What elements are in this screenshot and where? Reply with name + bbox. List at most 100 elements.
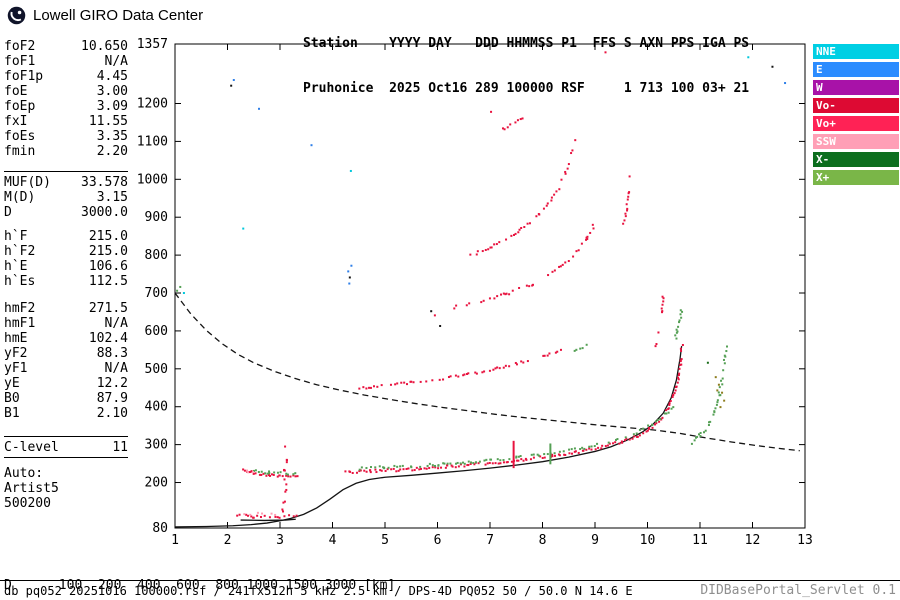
muf-table: D 100 200 400 600 800 1000 1500 3000 [km… — [4, 551, 403, 600]
y-tick-label: 1357 — [137, 37, 168, 52]
param-label: foEs — [4, 129, 36, 144]
param-label: foF1p — [4, 69, 44, 84]
x-tick-label: 2 — [224, 533, 232, 548]
param-C-level: C-level 11 — [4, 440, 128, 455]
param-MUF(D): MUF(D) 33.578 — [4, 175, 128, 190]
param-h`F2: h`F2 215.0 — [4, 244, 128, 259]
param-D: D 3000.0 — [4, 205, 128, 220]
param-value: 3.00 — [96, 84, 128, 99]
separator — [4, 436, 128, 437]
station-header-line1: Station YYYY DAY DDD HHMMSS P1 FFS S AXN… — [303, 36, 750, 51]
param-label: yF1 — [4, 361, 28, 376]
x-tick-label: 4 — [329, 533, 337, 548]
spacer — [4, 421, 128, 434]
param-value: 106.6 — [88, 259, 128, 274]
x-tick-label: 11 — [692, 533, 708, 548]
x-tick-label: 13 — [797, 533, 813, 548]
axes: 1357120011001000900800700600500400300200… — [137, 37, 813, 548]
param-label: fxI — [4, 114, 28, 129]
param-value: 87.9 — [96, 391, 128, 406]
series-artist-profile — [174, 345, 683, 528]
param-value: 3.35 — [96, 129, 128, 144]
param-hmF1: hmF1 N/A — [4, 316, 128, 331]
y-tick-label: 1100 — [137, 134, 168, 149]
y-tick-label: 80 — [152, 521, 168, 536]
separator — [4, 171, 128, 172]
y-tick-label: 300 — [145, 438, 168, 453]
param-value: 3.09 — [96, 99, 128, 114]
param-value: N/A — [104, 361, 128, 376]
param-label: h`Es — [4, 274, 36, 289]
x-tick-label: 7 — [486, 533, 494, 548]
series-noise-specks — [176, 51, 787, 409]
param-label: hmE — [4, 331, 28, 346]
legend-item-X-: X- — [813, 152, 899, 167]
legend-item-Vo-: Vo- — [813, 98, 899, 113]
d-distance-row: D 100 200 400 600 800 1000 1500 3000 [km… — [4, 578, 396, 593]
param-value: 102.4 — [88, 331, 128, 346]
param-label: foE — [4, 84, 28, 99]
legend-item-W: W — [813, 80, 899, 95]
x-tick-label: 10 — [640, 533, 656, 548]
footer-divider — [0, 580, 900, 581]
param-label: C-level — [4, 440, 59, 455]
param-fxI: fxI 11.55 — [4, 114, 128, 129]
param-value: 2.10 — [96, 406, 128, 421]
param-foF1: foF1 N/A — [4, 54, 128, 69]
brand: Lowell GIRO Data Center — [6, 5, 203, 26]
y-tick-label: 900 — [145, 210, 168, 225]
parameter-panel: foF2 10.650 foF1 N/A foF1p 4.45 foE 3.00 foEp 3.0… — [4, 39, 128, 511]
param-foF2: foF2 10.650 — [4, 39, 128, 54]
x-tick-label: 8 — [539, 533, 547, 548]
info-text: Artist5 — [4, 481, 59, 496]
series-es-trace — [236, 513, 298, 519]
info-text: 500200 — [4, 496, 51, 511]
param-value: 215.0 — [88, 244, 128, 259]
y-tick-label: 500 — [145, 362, 168, 377]
param-B1: B1 2.10 — [4, 406, 128, 421]
servlet-version: DIDBasePortal_Servlet 0.1 — [700, 583, 896, 598]
param-value: 4.45 — [96, 69, 128, 84]
series-fourth-hop-o — [469, 117, 577, 256]
param-label: hmF2 — [4, 301, 36, 316]
param-value: 11 — [112, 440, 128, 455]
spacer — [4, 159, 128, 169]
series-muf-transmission-curve — [174, 292, 800, 452]
series-third-hop-o — [453, 175, 631, 310]
legend-item-SSW: SSW — [813, 134, 899, 149]
param-value: 33.578 — [81, 175, 128, 190]
param-yE: yE 12.2 — [4, 376, 128, 391]
param-fmin: fmin 2.20 — [4, 144, 128, 159]
param-h`E: h`E 106.6 — [4, 259, 128, 274]
param-value: 271.5 — [88, 301, 128, 316]
y-tick-label: 800 — [145, 248, 168, 263]
x-tick-label: 5 — [381, 533, 389, 548]
x-tick-label: 6 — [434, 533, 442, 548]
separator — [4, 457, 128, 458]
legend-item-X+: X+ — [813, 170, 899, 185]
param-foE: foE 3.00 — [4, 84, 128, 99]
direction-legend: NNE E W Vo- Vo+ SSW X- X+ — [813, 44, 899, 188]
info-text: Auto: — [4, 466, 44, 481]
param-B0: B0 87.9 — [4, 391, 128, 406]
param-label: h`E — [4, 259, 28, 274]
legend-item-Vo+: Vo+ — [813, 116, 899, 131]
param-value: 112.5 — [88, 274, 128, 289]
param-h`Es: h`Es 112.5 — [4, 274, 128, 289]
series-x-trace — [253, 345, 728, 476]
param-yF2: yF2 88.3 — [4, 346, 128, 361]
param-label: foEp — [4, 99, 36, 114]
y-tick-label: 600 — [145, 324, 168, 339]
param-value: 88.3 — [96, 346, 128, 361]
series-second-hop-x — [573, 309, 684, 352]
y-tick-label: 1200 — [137, 97, 168, 112]
x-tick-label: 3 — [276, 533, 284, 548]
param-hmF2: hmF2 271.5 — [4, 301, 128, 316]
param-value: 3.15 — [96, 190, 128, 205]
param-M(D): M(D) 3.15 — [4, 190, 128, 205]
series-es-spread — [281, 445, 288, 513]
param-value: N/A — [104, 54, 128, 69]
param-foEp: foEp 3.09 — [4, 99, 128, 114]
y-tick-label: 700 — [145, 286, 168, 301]
